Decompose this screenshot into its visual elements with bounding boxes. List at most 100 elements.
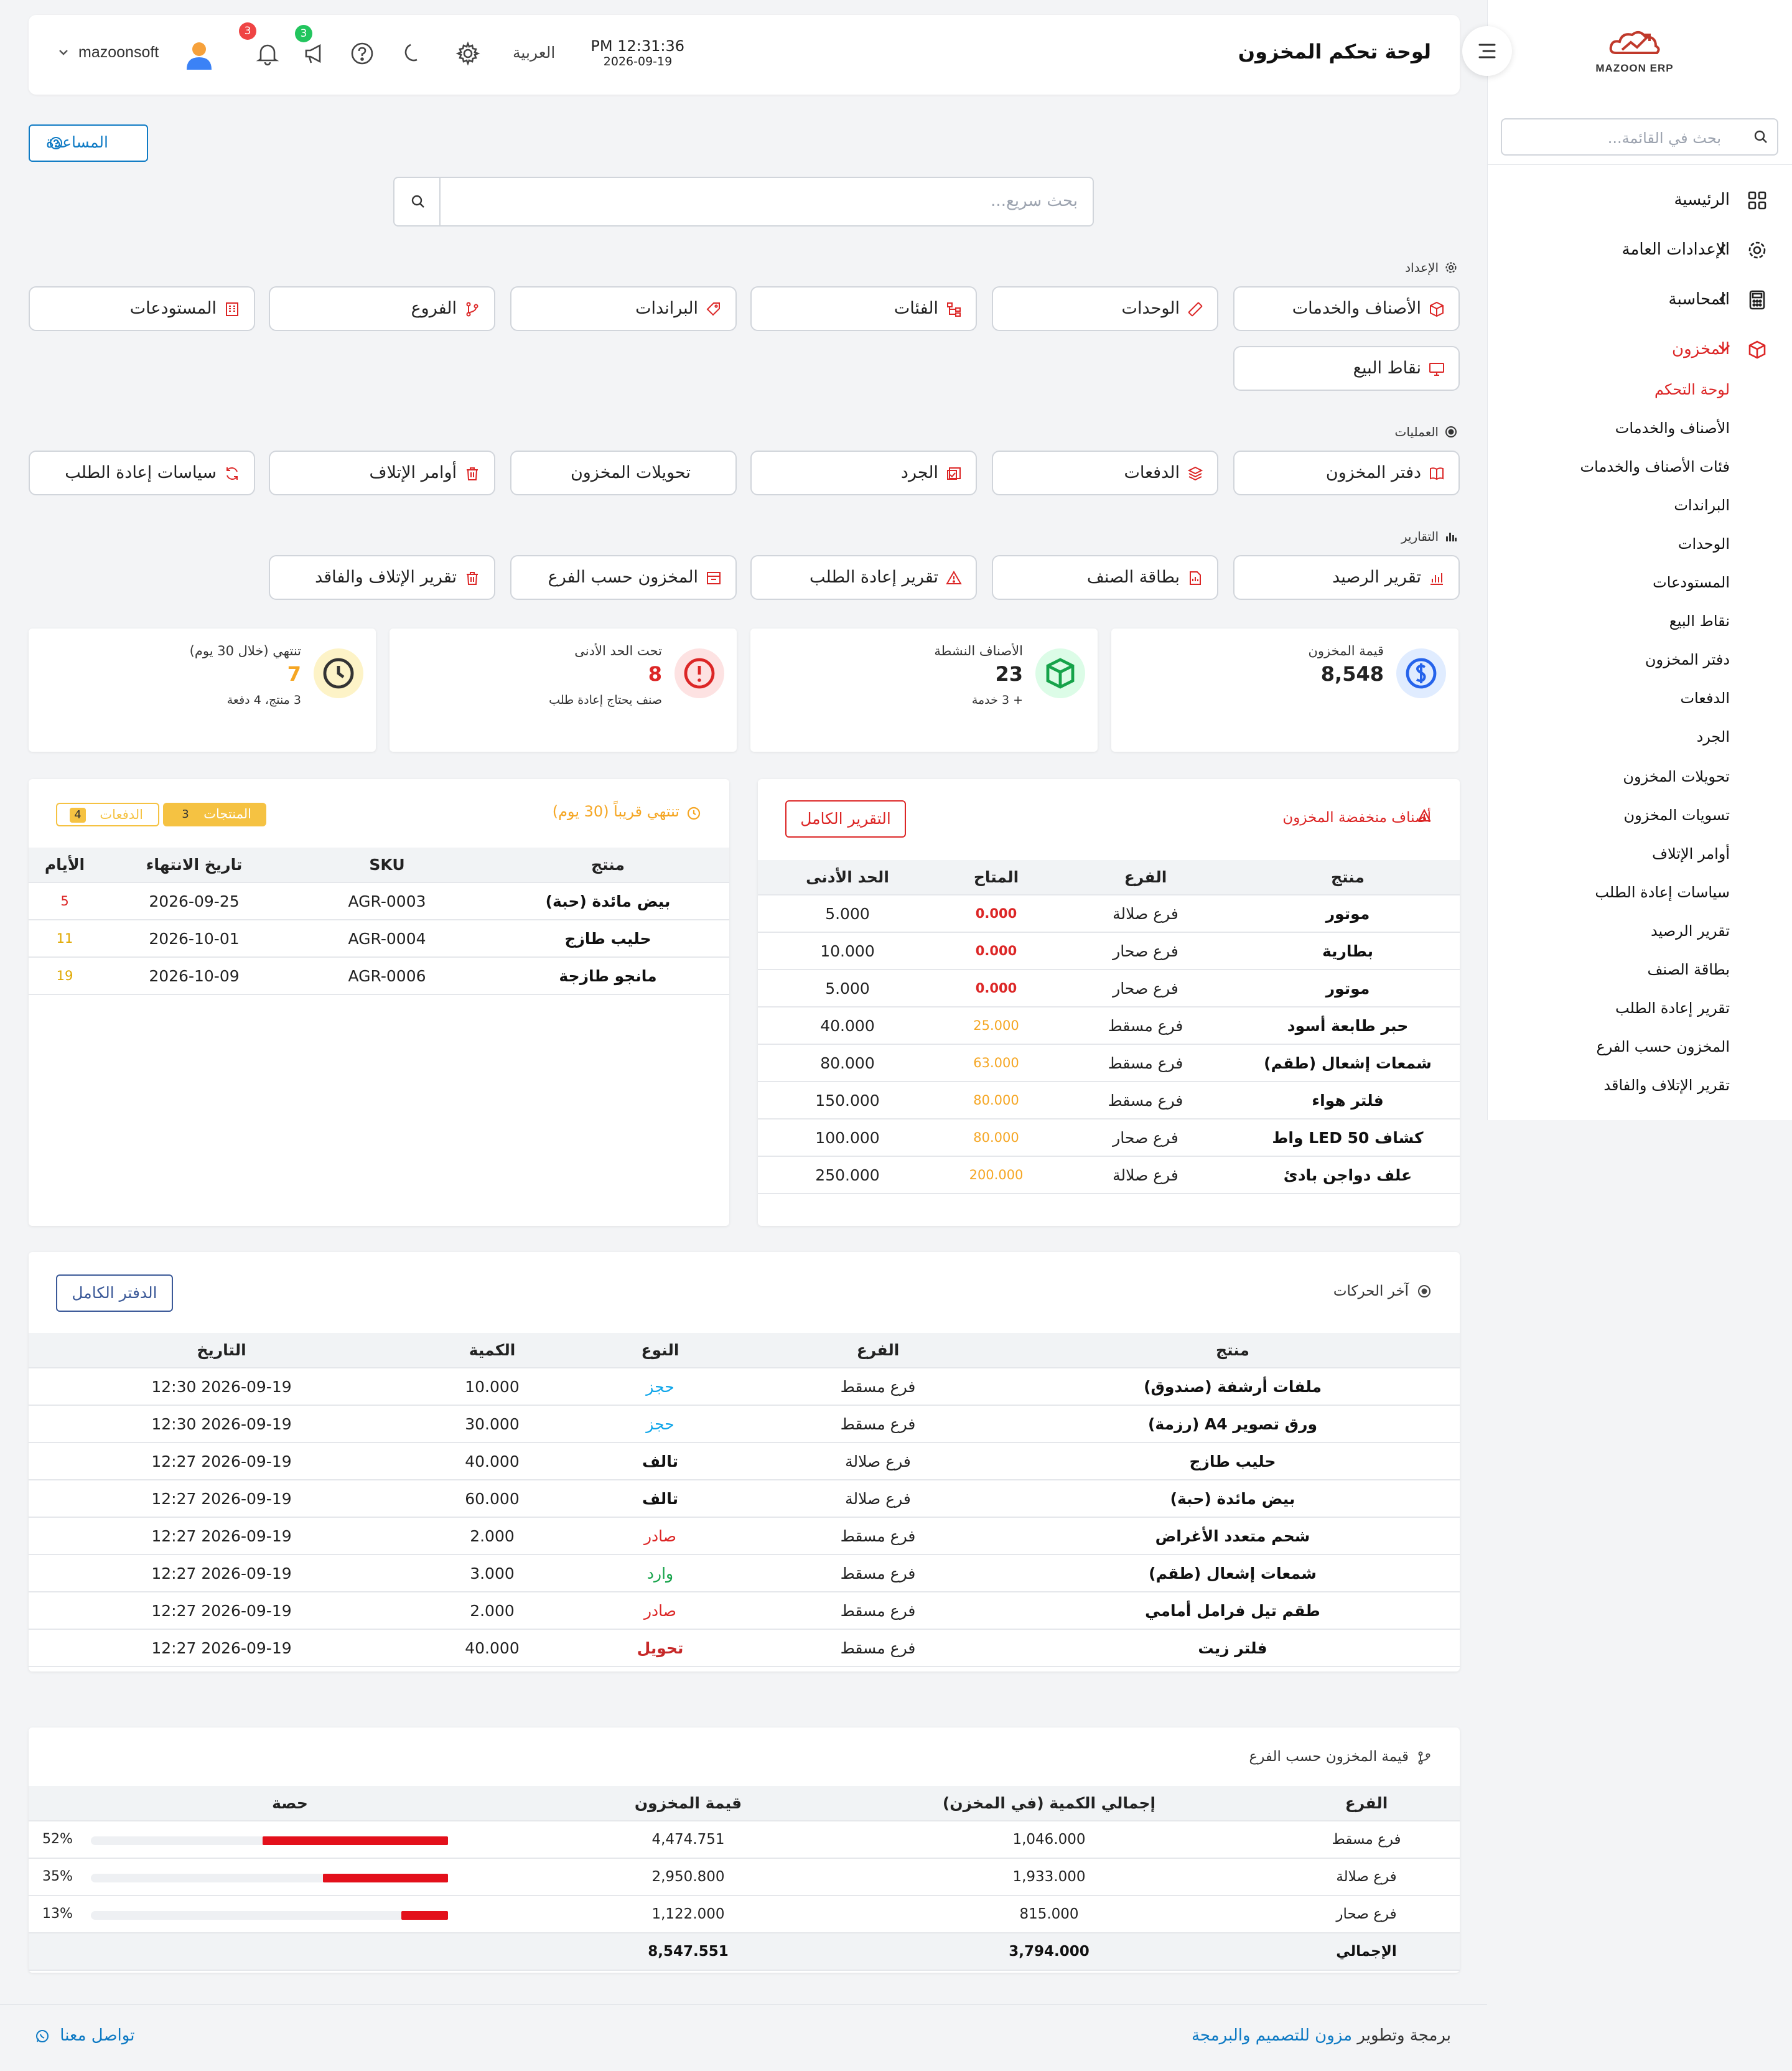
quantity-cell: 40.000 bbox=[414, 1629, 570, 1667]
stock-count-button[interactable]: الجرد bbox=[750, 451, 977, 495]
help-button[interactable]: المساعدة bbox=[29, 124, 148, 162]
bar-chart-icon bbox=[1429, 570, 1445, 586]
avatar[interactable] bbox=[184, 40, 214, 71]
help-circle-icon[interactable] bbox=[350, 41, 375, 66]
stat-card: الأصناف النشطة 23 + 3 خدمة bbox=[750, 629, 1098, 752]
table-row[interactable]: علف دواجن بادئ فرع صلالة 200.000 250.000 bbox=[758, 1156, 1460, 1194]
footer-credit-link[interactable]: مزون للتصميم والبرمجة bbox=[1191, 2026, 1353, 2045]
table-row[interactable]: ورق تصوير A4 (رزمة) فرع مسقط حجز 30.000 2026… bbox=[29, 1405, 1460, 1443]
balance-report-button[interactable]: تقرير الرصيد bbox=[1233, 555, 1460, 600]
qty-cell: 1,046.000 bbox=[825, 1821, 1273, 1859]
stock-transfers-button[interactable]: تحويلات المخزون bbox=[510, 451, 737, 495]
chevron-down-icon[interactable] bbox=[58, 49, 68, 56]
sidebar-subitem[interactable]: أوامر الإتلاف bbox=[1652, 845, 1730, 863]
items-services-button[interactable]: الأصناف والخدمات bbox=[1233, 286, 1460, 331]
sidebar-subitem[interactable]: تقرير الإتلاف والفاقد bbox=[1603, 1077, 1730, 1094]
pos-button[interactable]: نقاط البيع bbox=[1233, 346, 1460, 391]
sidebar-subitem[interactable]: نقاط البيع bbox=[1669, 612, 1730, 630]
expiry-date-cell: 2026-10-09 bbox=[101, 957, 287, 995]
sidebar-subitem[interactable]: دفتر المخزون bbox=[1645, 651, 1730, 668]
categories-button[interactable]: الفئات bbox=[750, 286, 977, 331]
sidebar-subitem[interactable]: لوحة التحكم bbox=[1654, 381, 1730, 398]
column-header: إجمالي الكمية (في المخزن) bbox=[825, 1786, 1273, 1821]
table-row[interactable]: شحم متعدد الأغراض فرع مسقط صادر 2.000 2026-0… bbox=[29, 1517, 1460, 1555]
full-ledger-button[interactable]: الدفتر الكامل bbox=[56, 1274, 173, 1312]
reorder-policies-button[interactable]: سياسات إعادة الطلب bbox=[29, 451, 255, 495]
table-row[interactable]: موتور فرع صحار 0.000 5.000 bbox=[758, 970, 1460, 1007]
quick-search-button[interactable] bbox=[394, 178, 441, 225]
sidebar-subitem[interactable]: المخزون حسب الفرع bbox=[1596, 1038, 1730, 1055]
brands-button[interactable]: البراندات bbox=[510, 286, 737, 331]
product-cell: شحم متعدد الأغراض bbox=[1006, 1517, 1460, 1555]
units-button[interactable]: الوحدات bbox=[992, 286, 1218, 331]
sidebar-subitem[interactable]: المستودعات bbox=[1653, 574, 1730, 591]
expiring-card: تنتهي قريباً (30 يوم) المنتجات 3 الدفعات… bbox=[29, 779, 729, 1226]
box-icon bbox=[1429, 301, 1445, 317]
table-row[interactable]: بيض مائدة (حبة) AGR-0003 2026-09-25 5 bbox=[29, 882, 729, 920]
batches-button[interactable]: الدفعات bbox=[992, 451, 1218, 495]
share-bar-fill bbox=[323, 1874, 448, 1882]
table-row[interactable]: فرع صحار 815.000 1,122.000 13% bbox=[29, 1896, 1460, 1933]
table-row[interactable]: طقم تيل فرامل أمامي فرع مسقط صادر 2.000 2026… bbox=[29, 1592, 1460, 1630]
table-row[interactable]: حليب طازج فرع صلالة تالف 40.000 2026-09-19 1… bbox=[29, 1442, 1460, 1480]
disposal-orders-button[interactable]: أوامر الإتلاف bbox=[269, 451, 495, 495]
table-row[interactable]: موتور فرع صلالة 0.000 5.000 bbox=[758, 895, 1460, 933]
sidebar-toggle-button[interactable] bbox=[1462, 26, 1512, 76]
table-row[interactable]: مانجو طازجة AGR-0006 2026-10-09 19 bbox=[29, 957, 729, 995]
share-bar-fill bbox=[262, 1836, 448, 1845]
dark-mode-moon-icon[interactable] bbox=[399, 41, 424, 66]
table-row[interactable]: بيض مائدة (حبة) فرع صلالة تالف 60.000 2026-0… bbox=[29, 1480, 1460, 1518]
sidebar-item-inventory[interactable]: المخزون bbox=[1487, 331, 1792, 368]
sidebar-subitem[interactable]: الوحدات bbox=[1678, 535, 1730, 553]
sidebar-subitem[interactable]: البراندات bbox=[1674, 497, 1730, 514]
sidebar-item-home[interactable]: الرئيسية bbox=[1487, 182, 1792, 219]
bar-chart-icon bbox=[1445, 530, 1457, 543]
sidebar-subitem[interactable]: الأصناف والخدمات bbox=[1615, 419, 1730, 437]
sidebar-subitem[interactable]: تسويات المخزون bbox=[1623, 806, 1730, 824]
trash-icon bbox=[464, 465, 480, 482]
contact-us-link[interactable]: تواصل معنا bbox=[35, 2026, 134, 2045]
warehouses-button[interactable]: المستودعات bbox=[29, 286, 255, 331]
low-stock-full-report-button[interactable]: التقرير الكامل bbox=[785, 800, 906, 838]
tab-products[interactable]: المنتجات 3 bbox=[163, 803, 266, 826]
table-row[interactable]: حبر طابعة أسود فرع مسقط 25.000 40.000 bbox=[758, 1007, 1460, 1045]
item-card-button[interactable]: بطاقة الصنف bbox=[992, 555, 1218, 600]
sidebar-subitem[interactable]: الدفعات bbox=[1680, 690, 1730, 707]
brand-logo[interactable]: MAZOON ERP bbox=[1588, 25, 1681, 87]
menu-search-input[interactable]: بحث في القائمة... bbox=[1501, 118, 1778, 156]
clock-date: 2026-09-19 bbox=[603, 55, 673, 68]
sidebar-subitem[interactable]: فئات الأصناف والخدمات bbox=[1580, 458, 1730, 475]
sidebar-item-accounting[interactable]: المحاسبة bbox=[1487, 281, 1792, 319]
table-row[interactable]: فلتر هواء فرع مسقط 80.000 150.000 bbox=[758, 1082, 1460, 1120]
available-cell: 0.000 bbox=[937, 895, 1055, 933]
reorder-report-button[interactable]: تقرير إعادة الطلب bbox=[750, 555, 977, 600]
notification-bell-icon[interactable] bbox=[255, 41, 280, 66]
stock-ledger-button[interactable]: دفتر المخزون bbox=[1233, 451, 1460, 495]
quick-search[interactable]: بحث سريع... bbox=[393, 177, 1094, 227]
table-row[interactable]: كشاف LED 50 واط فرع صحار 80.000 100.000 bbox=[758, 1119, 1460, 1157]
announcement-megaphone-icon[interactable] bbox=[302, 41, 327, 66]
table-row[interactable]: شمعات إشعال (طقم) فرع مسقط 63.000 80.000 bbox=[758, 1044, 1460, 1082]
stock-by-branch-button[interactable]: المخزون حسب الفرع bbox=[510, 555, 737, 600]
sidebar-subitem[interactable]: تحويلات المخزون bbox=[1623, 768, 1730, 785]
username[interactable]: mazoonsoft bbox=[78, 44, 159, 61]
table-row[interactable]: فرع صلالة 1,933.000 2,950.800 35% bbox=[29, 1858, 1460, 1896]
table-row[interactable]: شمعات إشعال (طقم) فرع مسقط وارد 3.000 2026-0… bbox=[29, 1554, 1460, 1592]
branches-button[interactable]: الفروع bbox=[269, 286, 495, 331]
table-row[interactable]: فلتر زيت فرع مسقط تحويل 40.000 2026-09-19 12… bbox=[29, 1629, 1460, 1667]
sidebar-subitem[interactable]: سياسات إعادة الطلب bbox=[1595, 884, 1730, 901]
sidebar-subitem[interactable]: تقرير إعادة الطلب bbox=[1615, 999, 1730, 1017]
branch-cell: فرع مسقط bbox=[1273, 1821, 1460, 1859]
tab-batches[interactable]: الدفعات 4 bbox=[56, 803, 159, 826]
sidebar-subitem[interactable]: تقرير الرصيد bbox=[1650, 922, 1730, 940]
table-row[interactable]: ملفات أرشفة (صندوق) فرع مسقط حجز 10.000 2026… bbox=[29, 1368, 1460, 1406]
settings-gear-icon[interactable] bbox=[455, 41, 480, 66]
table-row[interactable]: بطارية فرع صحار 0.000 10.000 bbox=[758, 932, 1460, 970]
language-switch[interactable]: العربية bbox=[513, 44, 556, 62]
sidebar-subitem[interactable]: بطاقة الصنف bbox=[1647, 961, 1730, 978]
sidebar-item-general-settings[interactable]: الإعدادات العامة bbox=[1487, 231, 1792, 269]
sidebar-subitem[interactable]: الجرد bbox=[1696, 728, 1730, 746]
disposal-report-button[interactable]: تقرير الإتلاف والفاقد bbox=[269, 555, 495, 600]
table-row[interactable]: فرع مسقط 1,046.000 4,474.751 52% bbox=[29, 1821, 1460, 1859]
table-row[interactable]: حليب طازج AGR-0004 2026-10-01 11 bbox=[29, 920, 729, 958]
